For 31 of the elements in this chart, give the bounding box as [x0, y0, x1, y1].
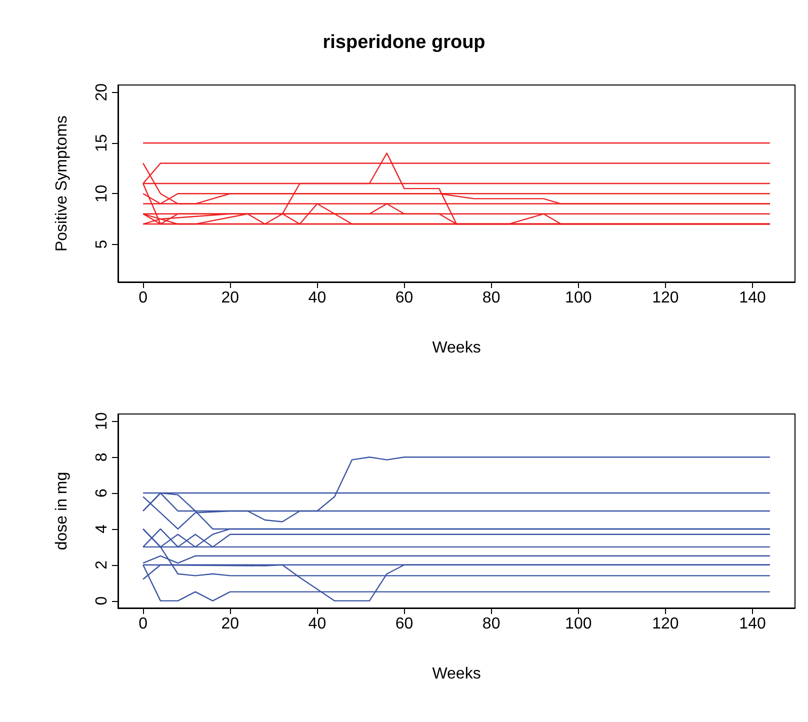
x-tick-label: 40 — [308, 616, 326, 632]
chart-title: risperidone group — [322, 32, 486, 53]
y-tick-label: 20 — [94, 83, 110, 102]
y-tick-label: 5 — [94, 240, 110, 249]
x-tick-label: 20 — [221, 290, 240, 306]
y-tick-label: 10 — [94, 412, 110, 430]
y-tick-label: 4 — [94, 524, 110, 534]
y-tick-label: 2 — [94, 560, 110, 570]
x-tick-label: 120 — [652, 290, 679, 306]
y-tick-label: 10 — [94, 184, 110, 203]
x-tick-label: 60 — [395, 290, 414, 306]
x-tick-label: 80 — [482, 290, 500, 306]
x-tick-label: 100 — [565, 616, 592, 632]
x-tick-label: 0 — [138, 616, 148, 632]
x-tick-label: 120 — [652, 616, 679, 632]
y-tick-label: 8 — [94, 452, 110, 462]
y-axis-title: dose in mg — [54, 472, 70, 550]
x-tick-label: 80 — [482, 616, 500, 632]
y-tick-label: 0 — [94, 596, 110, 606]
x-tick-label: 0 — [138, 290, 148, 306]
y-tick-label: 6 — [94, 488, 110, 498]
y-axis-title: Positive Symptoms — [54, 115, 70, 252]
x-axis-title: Weeks — [432, 340, 481, 356]
x-tick-label: 100 — [565, 290, 592, 306]
x-axis-title: Weeks — [432, 666, 481, 682]
x-tick-label: 40 — [308, 290, 326, 306]
x-tick-label: 20 — [221, 616, 240, 632]
x-tick-label: 140 — [739, 290, 766, 306]
x-tick-label: 60 — [395, 616, 414, 632]
y-tick-label: 15 — [94, 134, 110, 152]
x-tick-label: 140 — [739, 616, 766, 632]
